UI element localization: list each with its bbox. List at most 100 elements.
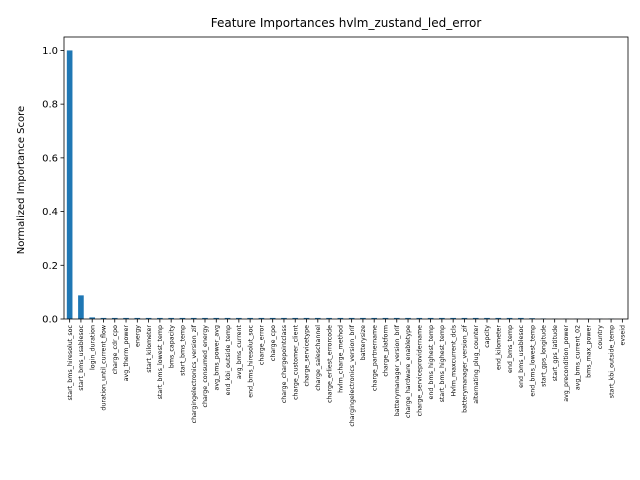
- x-tick-label: start_bms_lowest_temp: [157, 325, 164, 399]
- x-tick-label: energy: [135, 325, 142, 347]
- y-axis-label: Normalized Importance Score: [16, 106, 27, 254]
- x-tick-label: bms_capacity: [168, 325, 175, 368]
- bar: [292, 317, 299, 319]
- x-tick-label: batterysize: [360, 325, 367, 360]
- bar: [461, 317, 468, 319]
- bar: [416, 317, 423, 319]
- x-tick-label: start_bms_usablesoc: [78, 324, 85, 390]
- bar: [236, 317, 242, 319]
- bar: [382, 317, 389, 319]
- x-tick-label: chargingelectronics_version_zif: [191, 324, 198, 423]
- bar: [337, 317, 344, 319]
- x-tick-label: bms_max_power: [586, 325, 593, 378]
- x-tick-label: charge_hardware_enabletype: [405, 325, 412, 418]
- bar: [123, 317, 129, 319]
- y-axis-ticks: 0.0 0.2 0.4 0.6 0.8 1.0: [42, 46, 64, 326]
- x-tick-label: duration_until_current_flow: [101, 325, 108, 411]
- x-tick-label: end_bms_usablesoc: [518, 324, 525, 387]
- x-tick-label: start_kbi_outside_temp: [608, 325, 615, 398]
- x-tick-label: charge_erliest_errorcode: [326, 325, 333, 403]
- bar: [393, 317, 400, 319]
- bar: [224, 317, 231, 319]
- x-tick-label: charge_cpo: [270, 325, 277, 361]
- x-tick-label: charge_saleschannel: [315, 325, 322, 391]
- x-tick-label: chargingelectronics_version_brif: [349, 324, 356, 426]
- bar: [134, 317, 141, 319]
- x-tick-label: avg_bms_current_02: [574, 325, 581, 390]
- x-tick-label: end_kbi_outside_temp: [225, 325, 232, 395]
- bar: [484, 317, 490, 319]
- y-tick-label: 0.4: [42, 207, 58, 218]
- bar: [518, 317, 524, 319]
- x-tick-label: start_gps_latitude: [552, 325, 559, 382]
- x-tick-label: Hvlm_maxcurrent_dcls: [450, 325, 457, 396]
- x-tick-label: end_bms_lowest_temp: [529, 325, 536, 397]
- bar: [326, 317, 332, 319]
- y-tick-label: 0.0: [42, 315, 58, 326]
- x-tick-label: charge_customer_client: [292, 324, 299, 399]
- x-tick-label: charge_cdr_cpo: [112, 325, 119, 374]
- bar: [529, 318, 535, 319]
- bar: [303, 317, 310, 319]
- x-tick-label: charge_servicetype: [304, 325, 311, 387]
- x-tick-label: charge_consumed_energy: [202, 325, 209, 408]
- bar: [314, 317, 321, 319]
- x-tick-label: evseid: [620, 325, 627, 346]
- x-tick-label: start_gps_longitude: [541, 325, 548, 387]
- bar: [78, 295, 84, 319]
- bar: [495, 317, 502, 319]
- bar: [427, 317, 434, 319]
- x-tick-label: country: [597, 325, 604, 349]
- bar: [439, 317, 445, 319]
- bar: [269, 317, 276, 319]
- bar: [348, 317, 355, 319]
- bar: [100, 317, 107, 319]
- bar: [168, 317, 174, 319]
- x-tick-label: start_bms_highest_temp: [439, 325, 446, 402]
- bar: [145, 317, 152, 319]
- x-tick-label: capcity: [484, 325, 491, 348]
- x-tick-label: charge_chargepointclass: [281, 325, 288, 403]
- x-tick-label: start_bms_temp: [180, 325, 187, 376]
- x-tick-label: start_kilometer: [146, 325, 153, 373]
- x-axis-ticks: start_bms_hiresolut_soc start_bms_usables…: [67, 319, 627, 427]
- x-tick-label: end_bms_temp: [507, 325, 514, 373]
- y-tick-label: 1.0: [42, 46, 58, 57]
- bars: [66, 50, 614, 320]
- y-tick-label: 0.8: [42, 100, 58, 111]
- bar: [405, 317, 411, 319]
- x-tick-label: avg_precondition_power: [563, 325, 570, 402]
- x-tick-label: hvlm_charge_method: [338, 325, 345, 393]
- y-tick-label: 0.6: [42, 153, 58, 164]
- x-tick-label: end_bms_hiresolut_soc: [247, 324, 254, 397]
- x-tick-label: charge_serviceprovidername: [417, 325, 424, 416]
- x-tick-label: start_bms_hiresolut_soc: [67, 324, 74, 400]
- bar: [66, 50, 73, 320]
- x-tick-label: end_kilometer: [495, 325, 502, 370]
- bar: [157, 317, 163, 319]
- bar: [111, 317, 118, 319]
- x-tick-label: charge_partnername: [371, 325, 378, 391]
- chart-title: Feature Importances hvlm_zustand_led_err…: [211, 16, 482, 30]
- bar: [89, 317, 96, 319]
- bar: [360, 317, 366, 319]
- bar: [179, 317, 186, 319]
- x-tick-label: login_duration: [89, 325, 96, 370]
- bar: [213, 317, 220, 319]
- x-tick-label: end_bms_highest_temp: [428, 325, 435, 400]
- x-tick-label: batterymanager_version_brif: [394, 324, 401, 416]
- x-tick-label: batterymanager_version_zif: [462, 324, 469, 413]
- x-tick-label: charge_platform: [383, 325, 390, 377]
- x-tick-label: avg_therm_power: [123, 325, 130, 382]
- x-tick-label: alternating_plug_counter: [473, 325, 480, 404]
- plot-frame: [63, 36, 629, 320]
- bar: [472, 317, 479, 319]
- y-tick-label: 0.2: [42, 261, 58, 272]
- bar: [190, 317, 197, 319]
- bar: [258, 317, 265, 319]
- bar: [281, 317, 287, 319]
- x-tick-label: avg_bms_current: [236, 324, 243, 379]
- x-tick-label: avg_bms_power_avg: [213, 325, 220, 390]
- bar: [202, 317, 208, 319]
- bar: [506, 317, 513, 319]
